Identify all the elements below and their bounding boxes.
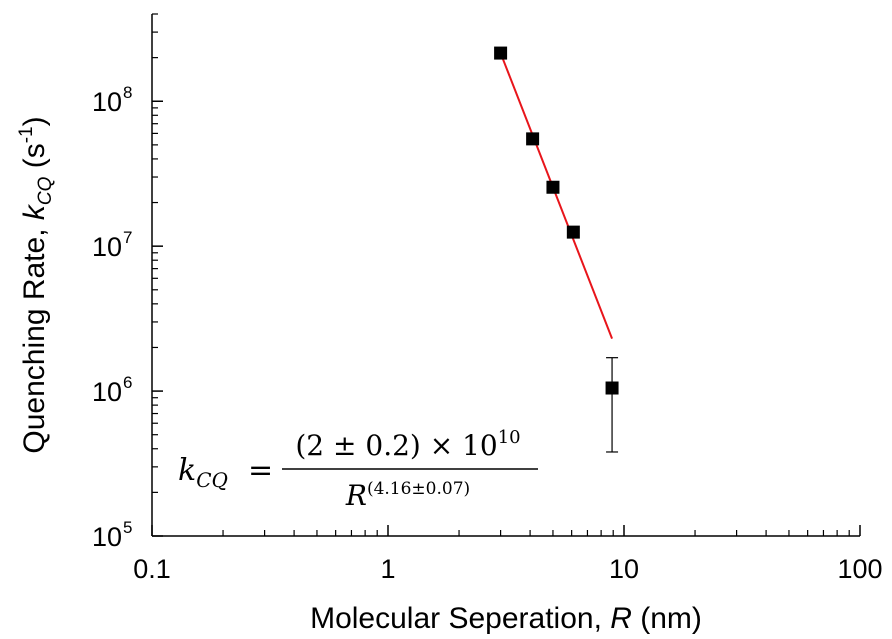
y-axis-title-main: Quenching Rate,	[18, 220, 51, 453]
data-point	[494, 46, 508, 60]
data-point	[526, 132, 540, 146]
y-tick-label-base: 10	[92, 377, 122, 407]
data-point	[566, 225, 580, 239]
x-axis-ticks: 0.1 1 10 100	[133, 525, 883, 584]
fit-line	[499, 52, 613, 340]
equation-equals: =	[248, 453, 273, 488]
y-tick-label-base: 10	[92, 232, 122, 262]
x-axis-title: Molecular Seperation, R (nm)	[310, 602, 702, 635]
equation-numerator-base: (2 ± 0.2) × 10	[295, 429, 497, 462]
data-marker-layer	[494, 46, 619, 395]
y-tick-label-base: 10	[92, 87, 122, 117]
x-tick-label: 100	[837, 554, 882, 584]
equation-lhs-var: k	[178, 453, 196, 488]
y-axis-title-sub: CQ	[35, 176, 56, 205]
y-axis-title-unit-exp: -1	[16, 126, 37, 143]
fit-equation: kCQ = (2 ± 0.2) × 1010 R(4.16±0.07)	[178, 427, 538, 512]
y-tick-label-exp: 5	[123, 518, 132, 537]
error-bar-layer	[606, 357, 619, 453]
y-tick-label-exp: 8	[123, 83, 132, 102]
equation-numerator: (2 ± 0.2) × 1010	[295, 427, 520, 462]
equation-lhs-sub: CQ	[196, 468, 228, 492]
x-tick-label: 1	[380, 554, 395, 584]
data-point	[546, 180, 560, 194]
equation-denominator: R(4.16±0.07)	[345, 479, 470, 512]
x-axis-title-main: Molecular Seperation,	[310, 602, 610, 635]
y-tick-label: 10	[92, 377, 122, 407]
x-tick-label: 10	[609, 554, 639, 584]
y-tick-label: 10	[92, 522, 122, 552]
equation-lhs: kCQ	[178, 453, 228, 492]
equation-denominator-exp: (4.16±0.07)	[367, 479, 470, 499]
y-tick-label-base: 10	[92, 522, 122, 552]
x-axis-title-unit: (nm)	[632, 602, 702, 635]
y-tick-label-exp: 6	[123, 373, 132, 392]
y-axis-title: Quenching Rate, kCQ (s-1)	[16, 116, 56, 453]
y-tick-label-exp: 7	[123, 228, 132, 247]
x-axis-title-var: R	[610, 602, 632, 635]
y-tick-label: 10	[92, 87, 122, 117]
y-axis-title-var: k	[18, 203, 51, 220]
equation-numerator-exp: 10	[498, 427, 521, 448]
y-axis-title-close: )	[18, 116, 51, 126]
equation-denominator-var: R	[345, 479, 367, 512]
x-tick-label: 0.1	[133, 554, 171, 584]
data-point	[605, 381, 619, 395]
y-tick-label: 10	[92, 232, 122, 262]
y-axis-title-unit: (s	[18, 143, 51, 176]
fit-line-layer	[499, 52, 613, 340]
